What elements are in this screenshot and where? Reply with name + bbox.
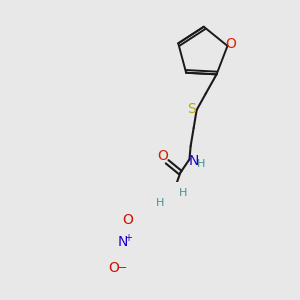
Text: O: O	[109, 261, 120, 275]
Text: O: O	[225, 37, 236, 51]
Text: −: −	[118, 263, 127, 273]
Text: O: O	[122, 213, 133, 226]
Text: N: N	[117, 235, 128, 249]
Text: S: S	[188, 102, 196, 116]
Text: O: O	[158, 149, 168, 163]
Text: H: H	[178, 188, 187, 197]
Text: H: H	[197, 159, 206, 169]
Text: H: H	[156, 198, 164, 208]
Text: N: N	[189, 154, 200, 168]
Text: +: +	[124, 233, 132, 243]
